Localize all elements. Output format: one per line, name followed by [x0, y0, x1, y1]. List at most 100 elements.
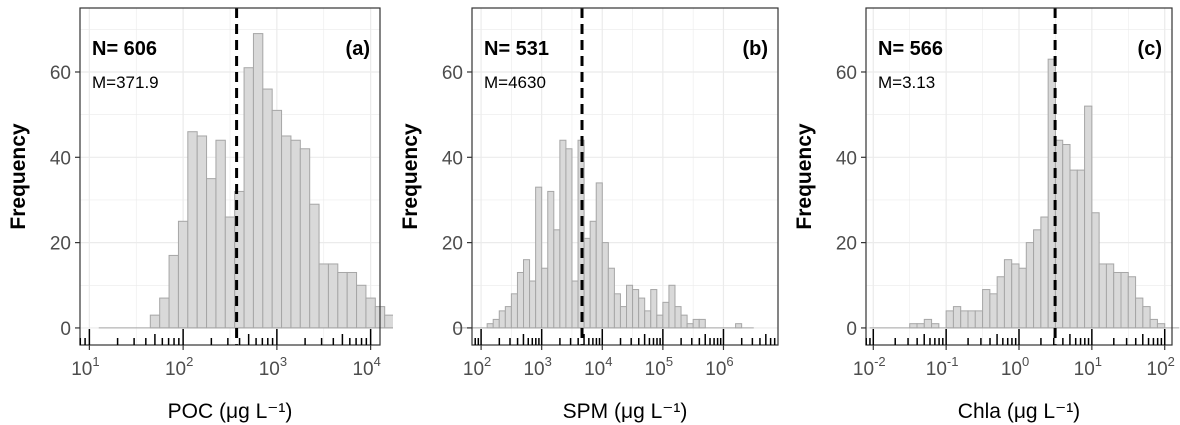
x-tick-label: 100 — [1001, 354, 1029, 380]
histogram-bar — [224, 216, 236, 329]
histogram-bar — [1156, 323, 1166, 329]
histogram-bar — [989, 293, 998, 329]
histogram-bar — [1076, 169, 1086, 329]
histogram-bar — [583, 237, 591, 329]
histogram-bar — [1149, 318, 1158, 329]
histogram-bar — [967, 310, 976, 329]
histogram-bar — [559, 139, 567, 329]
histogram-bar — [168, 254, 179, 329]
x-tick-label: 101 — [71, 354, 99, 380]
histogram-bar — [1040, 216, 1049, 329]
histogram-bar — [1069, 169, 1078, 329]
x-tick-label: 101 — [1074, 354, 1102, 380]
histogram-panel-b: 102 103 104 105 106 0 20 40 60 SPM (μg L⁻¹) Freque… — [393, 0, 786, 425]
histogram-bar — [1091, 212, 1100, 329]
y-tick-label: 60 — [50, 63, 71, 84]
histogram-bar — [243, 67, 254, 329]
x-axis-title: SPM (μg L⁻¹) — [563, 400, 688, 423]
histogram-bar — [916, 323, 925, 329]
histogram-bar — [1018, 267, 1027, 329]
median-value-label: M=4630 — [484, 73, 546, 92]
histogram-bar — [619, 306, 628, 329]
x-axis-title: Chla (μg L⁻¹) — [958, 400, 1080, 423]
histogram-bar — [486, 323, 494, 329]
histogram-bar — [1084, 105, 1093, 329]
histogram-bar — [1105, 263, 1115, 329]
histogram-bar — [686, 323, 694, 329]
x-tick-label: 103 — [259, 354, 287, 380]
x-tick-label: 103 — [523, 354, 551, 380]
y-tick-label: 0 — [60, 319, 71, 340]
histogram-bar — [1011, 263, 1020, 329]
histogram-bar — [644, 310, 652, 329]
histogram-bar — [234, 190, 245, 329]
histogram-bar — [1062, 144, 1071, 329]
y-tick-label: 20 — [442, 234, 463, 255]
histogram-bar — [982, 289, 991, 329]
histogram-bar — [504, 306, 512, 329]
histogram-bar — [149, 314, 161, 329]
histogram-bar — [996, 276, 1005, 329]
histogram-bar — [909, 323, 918, 329]
histogram-bar — [656, 314, 664, 329]
x-tick-label: 10-2 — [853, 354, 886, 380]
histogram-bar — [1127, 276, 1137, 329]
histogram-bar — [290, 139, 301, 329]
histogram-bar — [945, 310, 954, 329]
histogram-bar — [309, 203, 320, 329]
histogram-bar — [632, 289, 640, 329]
histogram-bar — [668, 284, 676, 329]
histogram-bar — [337, 271, 348, 329]
histogram-bar — [974, 310, 984, 329]
histogram-bar — [356, 284, 367, 329]
bars — [98, 33, 393, 329]
median-value-label: M=371.9 — [92, 73, 159, 92]
histogram-bar — [196, 135, 208, 329]
histogram-bar — [1142, 306, 1151, 329]
x-tick-label: 106 — [705, 354, 733, 380]
x-tick-label: 10-1 — [926, 354, 959, 380]
x-tick-label: 102 — [1147, 354, 1175, 380]
histogram-bar — [299, 148, 311, 329]
histogram-bar — [595, 182, 603, 329]
plot-border — [79, 7, 381, 346]
histogram-bar — [346, 271, 358, 329]
histogram-bar — [318, 263, 329, 329]
histogram-bar — [535, 186, 543, 329]
y-tick-label: 0 — [452, 319, 463, 340]
histogram-bar — [252, 33, 264, 329]
y-tick-label: 20 — [50, 234, 71, 255]
x-axis-title: POC (μg L⁻¹) — [168, 400, 293, 423]
x-tick-label: 104 — [352, 354, 380, 380]
log-ticks — [865, 329, 1166, 345]
y-tick-label: 40 — [836, 148, 857, 169]
log-ticks — [474, 329, 776, 345]
histogram-bar — [662, 301, 670, 329]
histogram-bar — [960, 310, 969, 329]
sample-size-label: N= 566 — [878, 38, 943, 60]
histogram-bar — [735, 323, 743, 329]
histogram-bar — [923, 318, 933, 329]
histogram-bar — [952, 306, 962, 329]
histogram-bar — [698, 318, 706, 329]
histogram-bar — [1025, 242, 1035, 329]
histogram-bar — [281, 135, 292, 329]
histogram-bar — [589, 220, 597, 329]
y-tick-label: 0 — [846, 319, 857, 340]
histogram-bar — [541, 267, 549, 329]
y-axis-title: Frequency — [399, 123, 422, 230]
histogram-bar — [523, 259, 531, 329]
histogram-bar — [177, 220, 189, 329]
median-value-label: M=3.13 — [878, 73, 935, 92]
log-ticks — [79, 329, 372, 345]
y-tick-label: 60 — [442, 63, 463, 84]
sample-size-label: N= 606 — [92, 38, 157, 60]
histogram-bar — [607, 267, 615, 329]
histogram-bar — [206, 178, 217, 329]
histogram-bar — [931, 323, 940, 329]
x-tick-label: 104 — [584, 354, 612, 380]
y-axis-title: Frequency — [793, 123, 816, 230]
panel-label: (a) — [346, 38, 370, 60]
histogram-bar — [492, 318, 500, 329]
histogram-bar — [262, 88, 273, 329]
